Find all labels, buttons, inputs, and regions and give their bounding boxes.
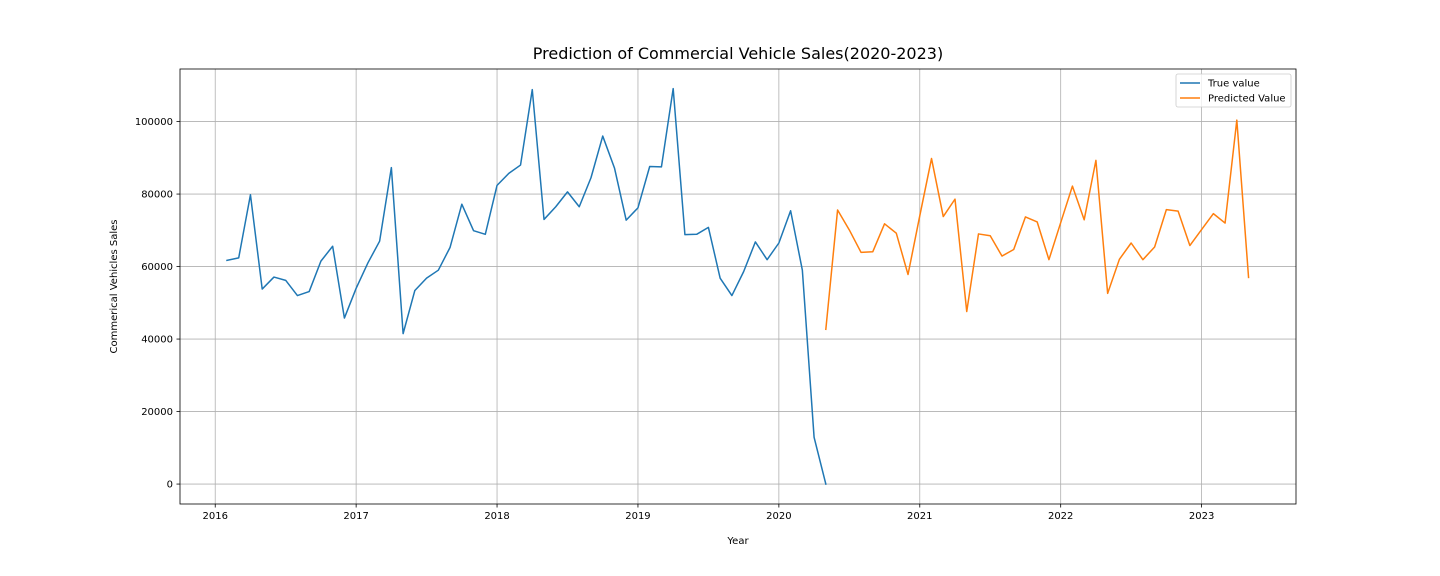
legend-entry-predicted-value: Predicted Value (1208, 94, 1286, 105)
y-tick-label: 20000 (141, 407, 173, 418)
series-line-predicted-value (825, 119, 1250, 331)
y-tick-label: 100000 (135, 117, 173, 128)
x-tick-label: 2022 (1048, 511, 1073, 522)
legend-entry-true-value: True value (1207, 79, 1260, 90)
x-tick-label: 2017 (343, 511, 368, 522)
series-line-true-value (226, 87, 827, 485)
x-axis-label: Year (726, 536, 749, 547)
series-layer (226, 87, 1250, 485)
y-axis: 0 20000 40000 60000 80000 100000 (135, 117, 180, 491)
y-axis-label: Commerical Vehicles Sales (109, 220, 120, 354)
grid (180, 69, 1296, 504)
chart-title: Prediction of Commercial Vehicle Sales(2… (533, 44, 943, 63)
x-tick-label: 2020 (766, 511, 791, 522)
legend-box (1175, 73, 1292, 108)
y-tick-label: 40000 (141, 335, 173, 346)
x-tick-label: 2021 (907, 511, 932, 522)
x-tick-label: 2018 (484, 511, 509, 522)
x-tick-label: 2023 (1189, 511, 1214, 522)
x-tick-label: 2019 (625, 511, 650, 522)
legend: True value Predicted Value (1175, 73, 1292, 108)
y-tick-label: 80000 (141, 190, 173, 201)
x-axis: 2016 2017 2018 2019 2020 2021 2022 2023 (203, 504, 1214, 522)
y-tick-label: 0 (167, 480, 173, 491)
x-tick-label: 2016 (203, 511, 228, 522)
y-tick-label: 60000 (141, 262, 173, 273)
plot-area-frame (179, 68, 1297, 505)
